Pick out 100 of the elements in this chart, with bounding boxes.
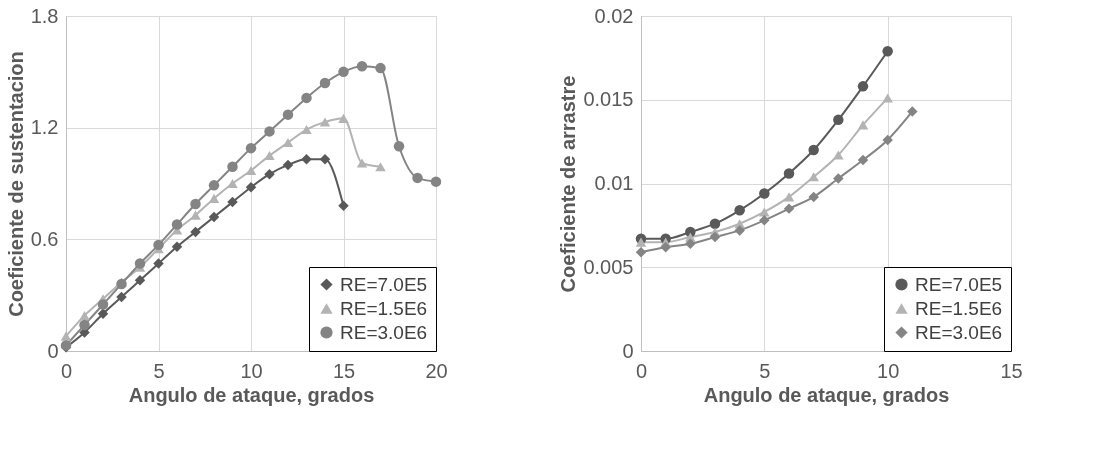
- x-tick-label: 5: [153, 359, 165, 382]
- point: [190, 198, 201, 210]
- point: [134, 258, 146, 269]
- point: [759, 207, 770, 217]
- point: [857, 120, 869, 130]
- legend-label: RE=1.5E6: [915, 297, 1003, 319]
- point: [783, 192, 795, 202]
- point: [356, 158, 368, 168]
- x-tick-label: 20: [425, 359, 448, 382]
- point: [833, 150, 844, 160]
- point: [208, 193, 220, 203]
- point: [882, 93, 893, 103]
- x-tick-label: 10: [877, 359, 900, 382]
- point: [734, 205, 745, 216]
- point: [153, 258, 164, 269]
- legend-label: RE=1.5E6: [340, 297, 428, 319]
- point: [282, 109, 294, 120]
- point: [301, 154, 312, 165]
- point: [685, 238, 696, 250]
- legend-label: RE=7.0E5: [340, 273, 428, 295]
- y-axis-title: Coeficiente de arrastre: [557, 75, 580, 293]
- point: [338, 113, 349, 123]
- y-tick-label: 0.015: [583, 88, 634, 111]
- legend-label: RE=3.0E6: [915, 321, 1003, 343]
- point: [412, 172, 423, 184]
- x-tick-label: 15: [332, 359, 356, 382]
- point: [282, 159, 294, 171]
- y-tick-label: 0.6: [30, 227, 59, 250]
- point: [882, 134, 893, 146]
- point: [857, 81, 869, 92]
- point: [833, 173, 844, 184]
- point: [430, 176, 442, 187]
- point: [227, 196, 238, 208]
- legend-label: RE=3.0E6: [340, 321, 428, 343]
- point: [79, 311, 90, 321]
- y-tick-label: 0.02: [594, 4, 634, 27]
- y-tick-label: 0: [622, 339, 634, 362]
- point: [857, 154, 869, 166]
- point: [808, 172, 819, 182]
- point: [301, 92, 312, 104]
- point: [227, 161, 238, 172]
- point: [282, 138, 294, 148]
- y-tick-label: 1.2: [30, 116, 59, 139]
- legend-label: RE=7.0E5: [915, 273, 1003, 295]
- y-tick-label: 0.01: [594, 172, 634, 194]
- point: [190, 226, 201, 238]
- point: [264, 168, 275, 180]
- point: [783, 168, 795, 179]
- point: [635, 246, 647, 258]
- point: [245, 181, 257, 193]
- point: [833, 114, 844, 126]
- point: [319, 77, 331, 89]
- point: [190, 210, 201, 220]
- x-tick-label: 0: [635, 359, 648, 382]
- point: [171, 219, 183, 230]
- y-tick-label: 1.8: [30, 4, 59, 27]
- point: [907, 106, 918, 117]
- point: [97, 299, 109, 310]
- point: [264, 151, 275, 161]
- point: [375, 62, 386, 74]
- point: [264, 126, 275, 137]
- point: [208, 180, 220, 191]
- point: [319, 154, 331, 165]
- point: [227, 178, 238, 189]
- point: [79, 319, 90, 331]
- point: [783, 203, 795, 214]
- point: [245, 142, 257, 154]
- point: [134, 275, 146, 286]
- point: [375, 162, 386, 172]
- point: [301, 124, 312, 135]
- point: [116, 291, 127, 303]
- point: [808, 191, 819, 203]
- point: [356, 61, 368, 72]
- point: [808, 144, 819, 156]
- point: [882, 45, 893, 57]
- point: [319, 117, 331, 127]
- x-axis-title: Angulo de ataque, grados: [703, 383, 950, 406]
- point: [171, 241, 183, 253]
- x-axis-title: Angulo de ataque, grados: [128, 383, 375, 406]
- point: [245, 165, 257, 176]
- point: [338, 200, 349, 212]
- point: [635, 237, 647, 247]
- point: [208, 211, 220, 223]
- x-tick-label: 15: [1000, 359, 1023, 382]
- x-tick-label: 10: [240, 359, 263, 382]
- point: [338, 66, 349, 78]
- point: [393, 141, 405, 152]
- point: [153, 239, 164, 251]
- y-axis-title: Coeficiente de sustentacion: [4, 51, 27, 317]
- point: [759, 188, 770, 199]
- point: [709, 218, 721, 229]
- y-tick-label: 0: [47, 339, 59, 362]
- point: [759, 215, 770, 226]
- point: [60, 331, 72, 341]
- point: [734, 225, 745, 236]
- point: [709, 231, 721, 243]
- x-tick-label: 0: [60, 359, 73, 382]
- point: [660, 241, 671, 253]
- point: [97, 308, 109, 320]
- y-tick-label: 0.005: [583, 255, 634, 278]
